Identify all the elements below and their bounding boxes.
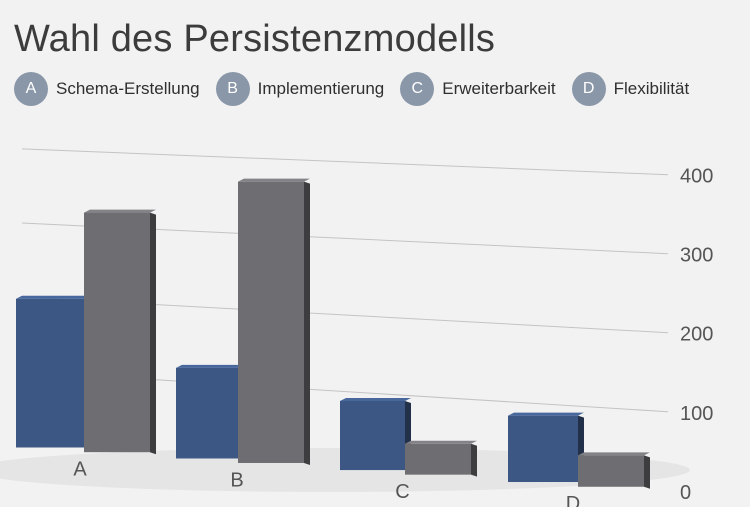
legend-badge-b: B [215,72,250,106]
legend-badge-d: D [571,72,606,106]
bar-series2-d-front [578,455,644,487]
bar-series1-b-front [176,367,238,459]
legend-label-b: Implementierung [257,79,385,98]
bar-series2-d-top [578,452,650,456]
legend-label-a: Schema-Erstellung [56,79,200,98]
bar-series1-a [16,295,90,450]
bar-series2-b-top [238,178,310,182]
bar-series1-d-top [508,412,584,416]
bar-series1-b [176,364,244,461]
bar-series2-c-front [405,443,471,475]
legend-label-c: Erweiterbarkeit [442,79,556,98]
bar-series1-d-front [508,415,578,483]
bar-series2-c-top [405,440,477,444]
chart-title: Wahl des Persistenzmodells [14,18,496,60]
bar-series2-a-top [84,209,156,213]
bar-series2-d-side [644,455,650,489]
bar-series2-c-side [471,443,477,477]
x-category-label-c: C [395,481,409,503]
y-tick-label-100: 100 [680,403,713,425]
bar-series1-d [508,412,584,485]
bar-series1-c-top [340,397,411,401]
bar-series2-a [84,209,156,455]
legend-item-c: C Erweiterbarkeit [400,72,556,106]
bar-series1-c-front [340,400,405,471]
bar-series2-b-front [238,181,304,463]
legend-badge-a: A [14,72,48,106]
legend-item-d: D Flexibilität [571,72,690,106]
bar-series2-b-side [304,181,310,465]
bar-series2-a-front [84,212,150,453]
x-category-label-a: A [73,459,87,481]
bar-series1-c [340,397,411,473]
y-tick-label-200: 200 [680,324,713,346]
bar-series1-a-front [16,298,84,448]
x-category-label-d: D [566,493,580,507]
legend-item-a: A Schema-Erstellung [14,72,200,106]
y-tick-label-0: 0 [680,482,691,504]
bar-series2-c [405,440,477,477]
bar-series2-d [578,452,650,489]
legend-badge-c: C [400,72,435,106]
bar-series2-b [238,178,310,465]
y-tick-label-400: 400 [680,166,713,188]
gridline-400 [21,148,669,176]
legend-label-d: Flexibilität [613,79,690,98]
x-category-label-b: B [230,470,243,492]
y-tick-label-300: 300 [680,245,713,267]
bar-series1-a-top [16,295,90,299]
bar-series2-a-side [150,212,156,455]
legend-item-b: B Implementierung [215,72,385,106]
legend: A Schema-Erstellung B Implementierung C … [14,72,705,106]
bar-series1-b-top [176,364,244,368]
